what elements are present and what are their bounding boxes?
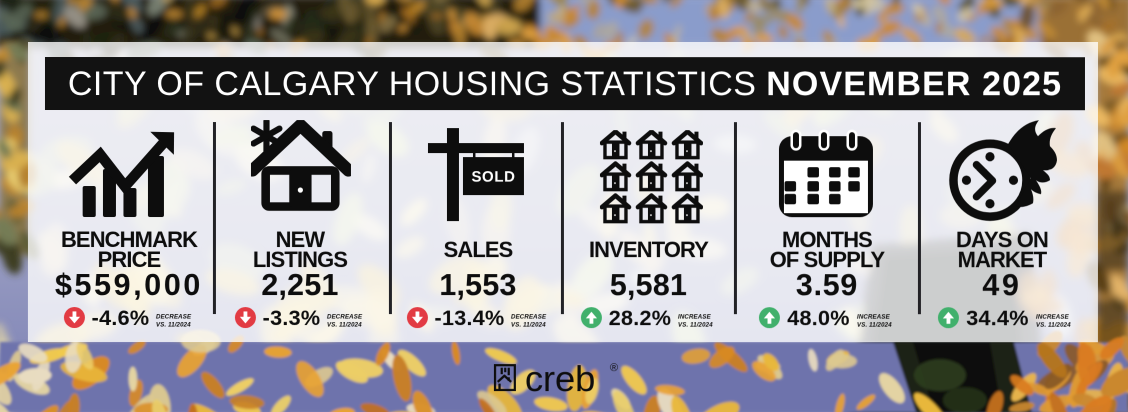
svg-text:SOLD: SOLD (471, 169, 515, 186)
